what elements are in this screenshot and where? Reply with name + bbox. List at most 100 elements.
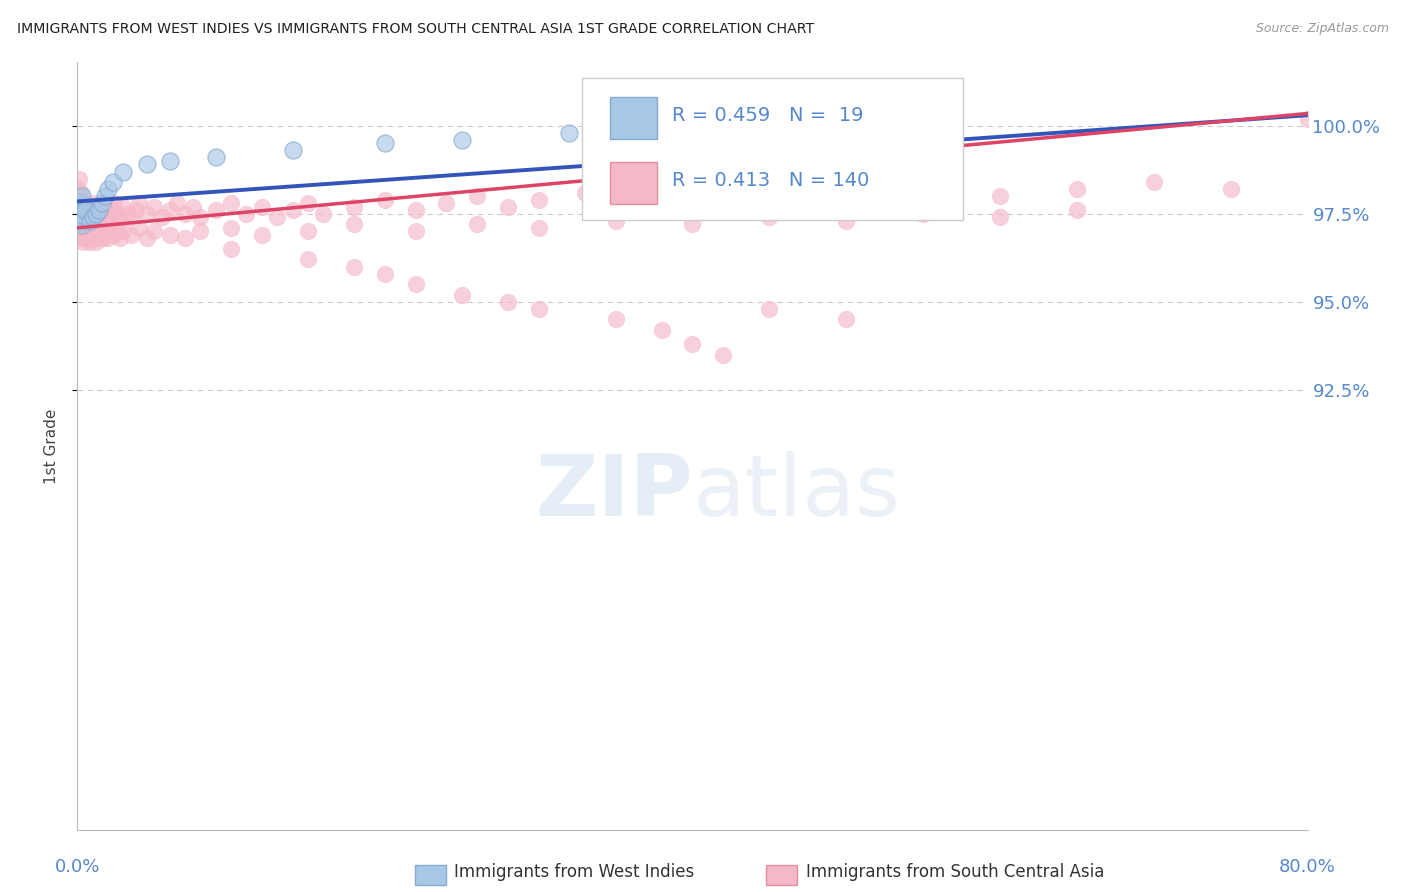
Point — [77, 203, 100, 218]
Point — [742, 182, 765, 196]
Text: R = 0.459   N =  19: R = 0.459 N = 19 — [672, 106, 863, 125]
Point — [297, 224, 319, 238]
Point — [70, 224, 93, 238]
Point — [93, 231, 115, 245]
Point — [84, 235, 107, 249]
Point — [135, 231, 157, 245]
Point — [69, 217, 91, 231]
Point — [574, 186, 596, 200]
Point — [70, 227, 93, 242]
Point — [82, 211, 104, 225]
Point — [80, 227, 103, 242]
Point — [988, 211, 1011, 225]
Point — [67, 220, 90, 235]
Point — [96, 224, 118, 238]
Point — [72, 207, 94, 221]
Point — [605, 312, 627, 326]
Point — [110, 214, 132, 228]
Point — [115, 207, 138, 221]
Point — [166, 196, 188, 211]
Point — [80, 220, 103, 235]
Point — [79, 200, 101, 214]
Point — [135, 157, 157, 171]
Point — [682, 189, 704, 203]
Point — [312, 207, 335, 221]
Point — [1066, 203, 1088, 218]
Point — [527, 193, 550, 207]
Point — [266, 211, 288, 225]
Point — [450, 287, 472, 301]
Point — [73, 220, 96, 235]
Point — [250, 200, 273, 214]
Point — [90, 196, 114, 211]
Point — [67, 211, 90, 225]
Point — [77, 224, 100, 238]
Point — [343, 200, 366, 214]
Point — [988, 189, 1011, 203]
Point — [605, 214, 627, 228]
Point — [76, 217, 98, 231]
Point — [465, 189, 488, 203]
Point — [72, 203, 94, 218]
Point — [90, 203, 114, 218]
Point — [69, 186, 91, 200]
Point — [79, 235, 101, 249]
Point — [496, 294, 519, 309]
Point — [219, 242, 242, 256]
Point — [75, 224, 97, 238]
Point — [94, 227, 117, 242]
Point — [682, 122, 704, 136]
Point — [374, 193, 396, 207]
Point — [125, 203, 148, 218]
Point — [70, 217, 93, 231]
Text: ZIP: ZIP — [534, 450, 693, 533]
Text: Immigrants from West Indies: Immigrants from West Indies — [454, 863, 695, 881]
Point — [112, 224, 135, 238]
FancyBboxPatch shape — [582, 78, 963, 219]
Point — [143, 224, 166, 238]
Point — [86, 224, 108, 238]
Point — [682, 337, 704, 351]
Point — [651, 323, 673, 337]
Point — [374, 136, 396, 151]
Point — [297, 196, 319, 211]
Point — [174, 231, 197, 245]
Point — [128, 220, 150, 235]
FancyBboxPatch shape — [610, 162, 657, 204]
Point — [69, 203, 91, 218]
Point — [120, 227, 142, 242]
Point — [87, 203, 110, 218]
Point — [496, 200, 519, 214]
Point — [73, 200, 96, 214]
Point — [72, 217, 94, 231]
Point — [181, 200, 204, 214]
Point — [100, 224, 122, 238]
Point — [73, 203, 96, 218]
Point — [90, 220, 114, 235]
Point — [343, 260, 366, 274]
Point — [103, 196, 125, 211]
Point — [96, 207, 118, 221]
Point — [135, 207, 157, 221]
Point — [94, 189, 117, 203]
Point — [112, 164, 135, 178]
Point — [159, 203, 181, 218]
Point — [82, 224, 104, 238]
Point — [67, 171, 90, 186]
Point — [405, 203, 427, 218]
Point — [69, 207, 91, 221]
Point — [1143, 175, 1166, 189]
Point — [80, 207, 103, 221]
Point — [1219, 182, 1241, 196]
Point — [89, 211, 111, 225]
Point — [405, 224, 427, 238]
Point — [835, 214, 858, 228]
Point — [465, 217, 488, 231]
Point — [928, 178, 950, 193]
Point — [94, 214, 117, 228]
Point — [77, 227, 100, 242]
Point — [84, 207, 107, 221]
Point — [120, 211, 142, 225]
Point — [101, 175, 124, 189]
Text: Source: ZipAtlas.com: Source: ZipAtlas.com — [1256, 22, 1389, 36]
